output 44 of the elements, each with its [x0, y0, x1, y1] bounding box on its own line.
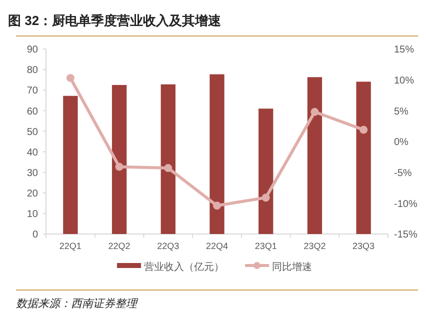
point	[310, 108, 319, 116]
source-note: 数据来源：西南证券整理	[16, 297, 139, 310]
point	[262, 194, 270, 202]
y2-tick-label: 5%	[394, 106, 409, 118]
y-tick-label: 80	[26, 65, 38, 76]
x-tick-label: 22Q4	[206, 241, 228, 251]
y2-tick-label: -10%	[394, 198, 418, 210]
bar	[112, 84, 127, 234]
y-tick-label: 90	[26, 44, 38, 56]
y-tick-label: 40	[26, 147, 38, 158]
point	[360, 126, 368, 134]
x-tick-label: 23Q1	[254, 241, 277, 251]
y2-tick-label: -5%	[394, 168, 412, 179]
x-tick-label: 22Q1	[59, 241, 82, 251]
y-tick-label: 70	[26, 86, 38, 97]
y-tick-label: 60	[26, 106, 38, 118]
y-tick-label: 10	[26, 209, 38, 220]
legend-item: 同比增速	[245, 262, 312, 273]
bar	[307, 77, 322, 234]
legend-label: 营业收入（亿元）	[144, 261, 224, 273]
x-tick-label: 22Q3	[157, 241, 180, 251]
y-tick-label: 50	[26, 126, 38, 138]
legend-label: 同比增速	[272, 261, 312, 273]
bar	[258, 108, 274, 234]
legend-item: 营业收入（亿元）	[117, 262, 224, 273]
bar	[63, 96, 78, 234]
y-tick-label: 20	[26, 188, 38, 200]
y2-tick-label: -15%	[394, 230, 418, 241]
point	[213, 202, 221, 210]
y2-tick-label: 10%	[394, 75, 414, 86]
y-tick-label: 30	[26, 168, 38, 179]
chart-title: 图 32：厨电单季度营业收入及其增速	[8, 13, 222, 28]
bar	[160, 84, 176, 234]
bar	[356, 82, 371, 234]
x-tick-label: 23Q2	[304, 241, 326, 251]
y2-tick-label: 15%	[394, 44, 414, 56]
y-tick-label: 0	[32, 230, 38, 241]
point	[66, 74, 74, 82]
y2-tick-label: 0%	[394, 137, 409, 148]
x-tick-label: 23Q3	[352, 241, 375, 251]
x-tick-label: 22Q2	[108, 241, 130, 251]
point	[115, 162, 124, 171]
bar	[210, 74, 224, 234]
point	[164, 164, 172, 172]
